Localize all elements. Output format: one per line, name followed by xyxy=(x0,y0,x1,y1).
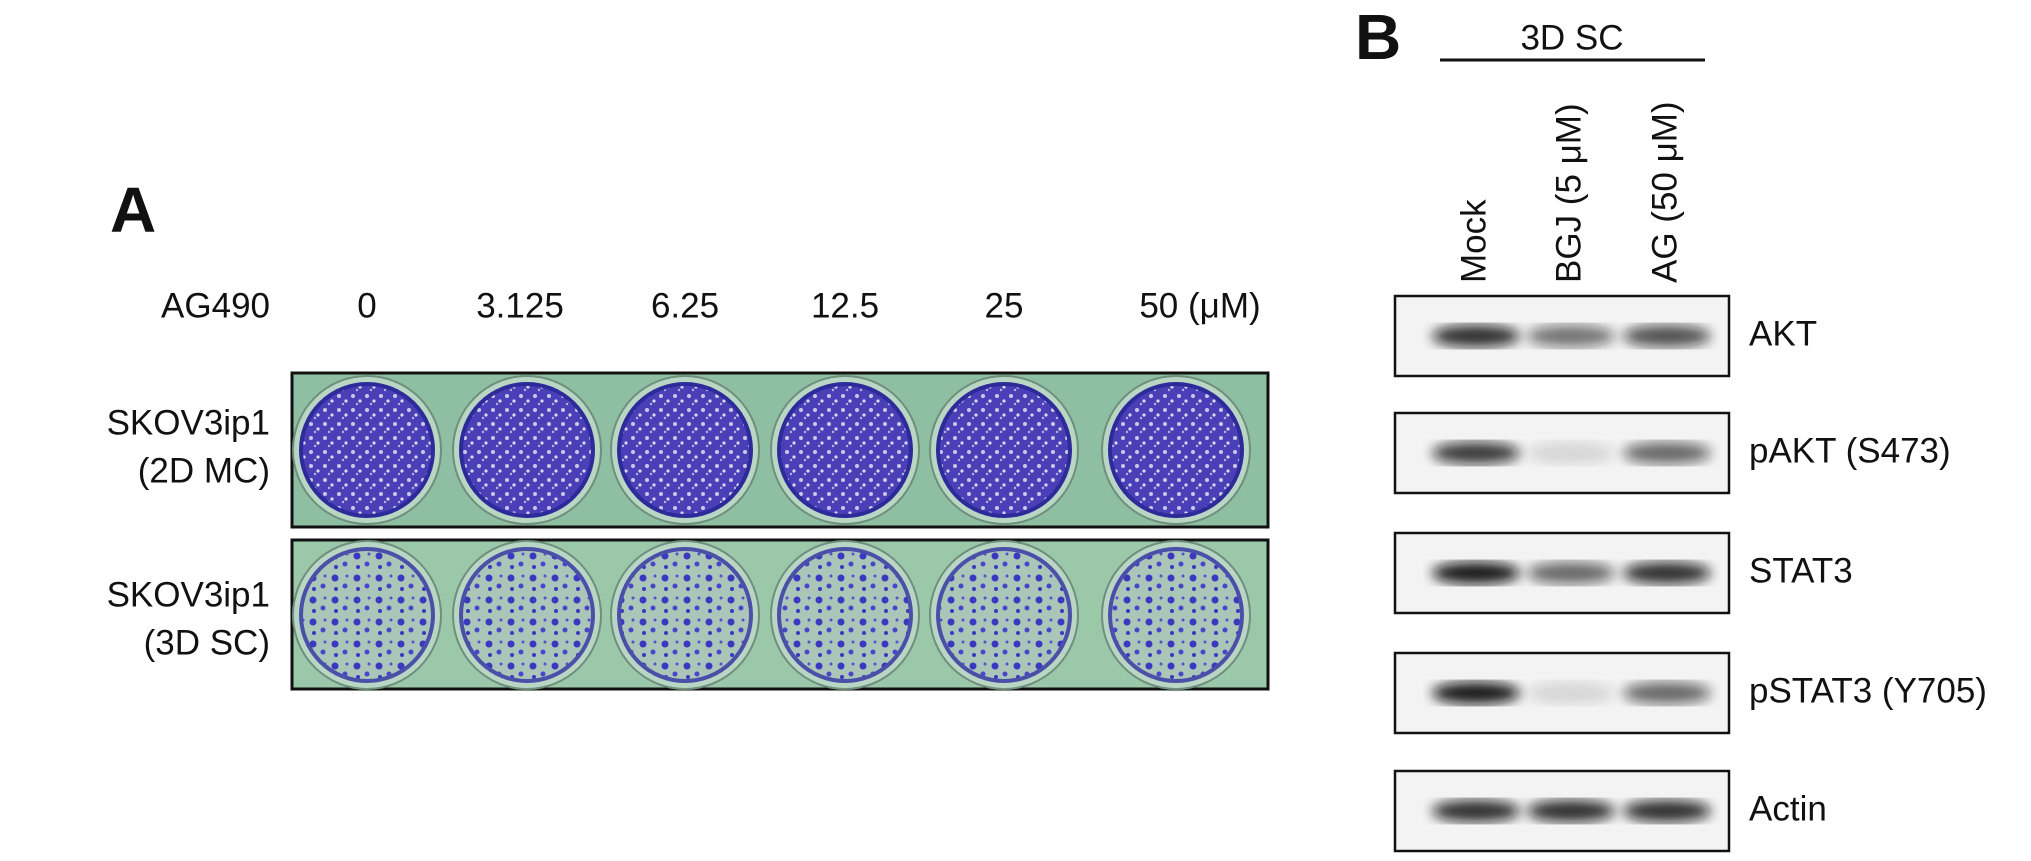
band xyxy=(1623,800,1711,822)
panel-label: B xyxy=(1355,1,1401,73)
band xyxy=(1527,562,1615,584)
concentration: 0 xyxy=(357,286,376,325)
well xyxy=(936,382,1072,518)
band xyxy=(1527,682,1615,704)
band xyxy=(1432,325,1520,347)
lane-labels: Mock BGJ (5 μM) AG (50 μM) xyxy=(1454,101,1684,283)
band xyxy=(1432,442,1520,464)
concentration: 6.25 xyxy=(651,286,719,325)
well xyxy=(1108,547,1244,683)
lane-label: Mock xyxy=(1454,199,1493,283)
row-label: (2D MC) xyxy=(138,451,270,490)
group-label: 3D SC xyxy=(1520,18,1623,57)
blot-label: Actin xyxy=(1749,789,1827,828)
row-label: SKOV3ip1 xyxy=(107,403,270,442)
band xyxy=(1432,682,1520,704)
panel-label: A xyxy=(110,174,156,246)
well xyxy=(299,547,435,683)
lane-label: BGJ (5 μM) xyxy=(1549,103,1588,283)
concentration: 25 xyxy=(985,286,1024,325)
well xyxy=(617,382,753,518)
blot-label: STAT3 xyxy=(1749,551,1853,590)
blot-label: AKT xyxy=(1749,314,1817,353)
concentration: 12.5 xyxy=(811,286,879,325)
well xyxy=(777,382,913,518)
treatment-label: AG490 xyxy=(161,286,270,325)
band xyxy=(1432,562,1520,584)
band xyxy=(1623,562,1711,584)
well xyxy=(1108,382,1244,518)
well xyxy=(459,382,595,518)
row-labels: SKOV3ip1 (2D MC) SKOV3ip1 (3D SC) xyxy=(107,403,270,662)
band xyxy=(1432,800,1520,822)
concentration-labels: 0 3.125 6.25 12.5 25 50 (μM) xyxy=(357,286,1260,325)
band xyxy=(1527,442,1615,464)
row-label: (3D SC) xyxy=(144,623,270,662)
well xyxy=(777,547,913,683)
concentration: 3.125 xyxy=(476,286,564,325)
well xyxy=(936,547,1072,683)
well xyxy=(299,382,435,518)
wells xyxy=(292,375,1251,690)
blots: AKT pAKT (S473) STAT3 pSTAT3 (Y705) Actin xyxy=(1393,294,1987,853)
blot-label: pAKT (S473) xyxy=(1749,431,1951,470)
concentration: 50 (μM) xyxy=(1139,286,1260,325)
lane-label: AG (50 μM) xyxy=(1645,101,1684,283)
row-label: SKOV3ip1 xyxy=(107,575,270,614)
well xyxy=(617,547,753,683)
band xyxy=(1623,682,1711,704)
band xyxy=(1527,800,1615,822)
band xyxy=(1623,325,1711,347)
blot-label: pSTAT3 (Y705) xyxy=(1749,671,1987,710)
well xyxy=(459,547,595,683)
band xyxy=(1623,442,1711,464)
band xyxy=(1527,325,1615,347)
